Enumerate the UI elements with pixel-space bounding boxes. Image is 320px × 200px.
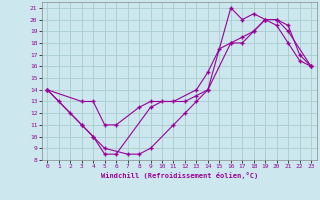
X-axis label: Windchill (Refroidissement éolien,°C): Windchill (Refroidissement éolien,°C) (100, 172, 258, 179)
